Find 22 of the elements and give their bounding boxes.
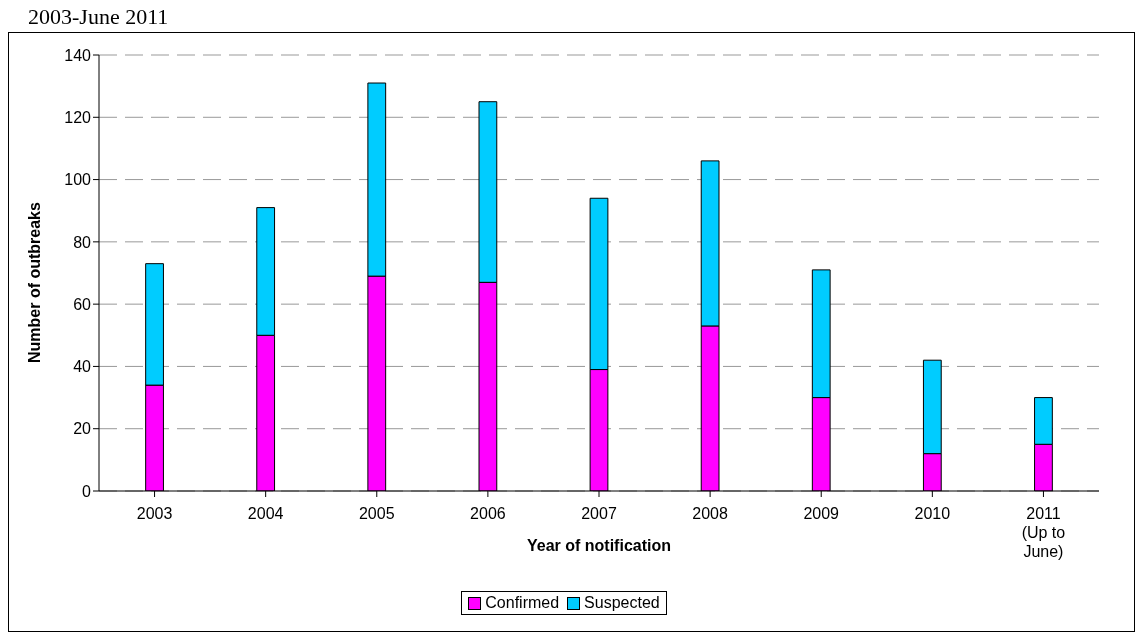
x-axis-title: Year of notification <box>526 537 672 554</box>
y-tick-label: 20 <box>73 420 92 438</box>
x-tick-label: 2008 <box>692 505 729 522</box>
legend-label: Suspected <box>583 594 660 612</box>
x-tick-label: 2011 (Up to June) <box>1021 505 1066 560</box>
y-tick-label: 60 <box>73 295 92 313</box>
y-tick-label: 40 <box>73 358 92 376</box>
legend-label: Confirmed <box>484 594 560 612</box>
x-tick-label: 2009 <box>803 505 840 522</box>
x-tick-label: 2010 <box>914 505 951 522</box>
x-tick-label: 2003 <box>136 505 173 522</box>
x-tick-label: 2006 <box>470 505 506 522</box>
y-tick-label: 0 <box>82 482 92 500</box>
x-tick-label: 2004 <box>247 505 284 522</box>
x-tick-label: 2007 <box>581 505 617 522</box>
x-tick-label: 2005 <box>358 505 395 522</box>
y-tick-label: 140 <box>64 46 92 64</box>
y-tick-label: 120 <box>64 108 92 126</box>
y-axis-title: Number of outbreaks <box>25 201 43 363</box>
chart-title: 2003-June 2011 <box>28 4 169 30</box>
y-tick-label: 100 <box>64 171 92 189</box>
y-tick-label: 80 <box>73 233 92 251</box>
